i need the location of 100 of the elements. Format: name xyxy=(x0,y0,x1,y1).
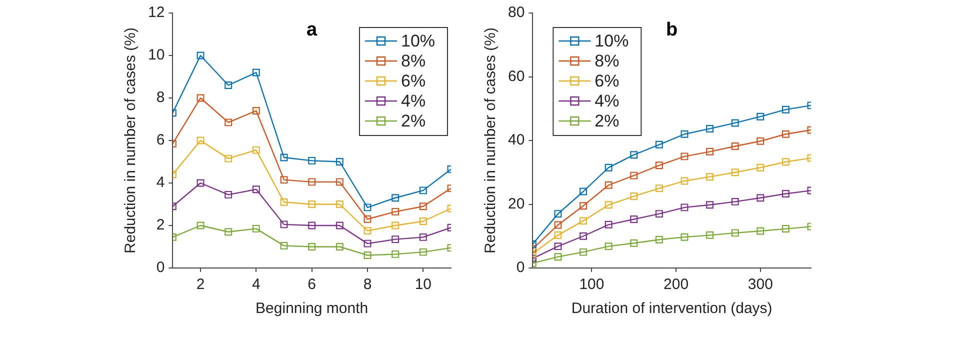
point xyxy=(782,158,790,166)
point xyxy=(630,151,638,159)
point xyxy=(655,140,663,148)
point xyxy=(756,227,764,235)
y-tick-label: 0 xyxy=(156,259,165,276)
point xyxy=(604,220,612,228)
point xyxy=(392,236,400,244)
point xyxy=(196,94,204,102)
y-tick-label: 2 xyxy=(156,216,165,234)
point xyxy=(336,243,344,250)
point xyxy=(196,136,204,144)
point xyxy=(731,198,739,206)
point xyxy=(364,204,372,212)
point xyxy=(280,198,288,206)
point xyxy=(336,158,344,166)
point xyxy=(680,177,688,185)
point xyxy=(680,130,688,138)
point xyxy=(756,137,764,145)
point xyxy=(392,208,400,216)
point xyxy=(655,236,663,244)
point xyxy=(252,224,260,232)
point xyxy=(224,118,232,126)
point xyxy=(580,217,588,225)
y-tick-label: 4 xyxy=(156,174,165,192)
point xyxy=(580,248,588,256)
point xyxy=(419,202,427,210)
point xyxy=(196,222,204,230)
y-tick-label: 12 xyxy=(148,4,165,22)
legend-label: 8% xyxy=(594,52,620,71)
point xyxy=(224,190,232,198)
point xyxy=(554,253,562,261)
x-tick-label: 300 xyxy=(748,276,773,294)
y-axis-title: Reduction in number of cases (%) xyxy=(482,28,500,254)
point xyxy=(756,164,764,172)
point xyxy=(706,124,714,132)
point xyxy=(252,146,260,154)
point xyxy=(604,242,612,250)
point xyxy=(308,222,316,230)
point xyxy=(756,112,764,120)
legend-label: 6% xyxy=(594,72,620,91)
point xyxy=(224,154,232,162)
point xyxy=(731,142,739,150)
legend-label: 2% xyxy=(401,112,426,131)
point xyxy=(706,231,714,239)
point xyxy=(252,68,260,76)
point xyxy=(680,152,688,160)
point xyxy=(196,52,204,60)
point xyxy=(630,239,638,247)
x-axis-title: Duration of intervention (days) xyxy=(571,300,772,318)
point xyxy=(392,250,400,258)
x-tick-label: 10 xyxy=(414,276,432,294)
y-tick-label: 10 xyxy=(148,46,165,64)
x-tick-label: 2 xyxy=(196,276,205,294)
legend-label: 4% xyxy=(594,92,620,111)
point xyxy=(680,204,688,212)
point xyxy=(630,172,638,180)
point xyxy=(364,227,372,235)
chart-title: a xyxy=(306,20,318,41)
legend-label: 4% xyxy=(401,92,426,111)
x-tick-label: 8 xyxy=(363,276,372,294)
point xyxy=(554,242,562,250)
point xyxy=(280,220,288,228)
point xyxy=(756,194,764,202)
point xyxy=(364,240,372,248)
point xyxy=(706,173,714,181)
x-tick-label: 100 xyxy=(579,276,604,294)
point xyxy=(419,218,427,225)
point xyxy=(336,200,344,208)
point xyxy=(731,119,739,127)
point xyxy=(224,82,232,89)
point xyxy=(731,229,739,237)
legend-label: 10% xyxy=(401,32,436,51)
point xyxy=(280,242,288,250)
point xyxy=(655,184,663,192)
chart-title: b xyxy=(666,20,678,41)
point xyxy=(706,201,714,209)
y-tick-label: 6 xyxy=(156,132,165,149)
point xyxy=(364,252,372,259)
y-tick-label: 40 xyxy=(508,132,525,149)
y-tick-label: 8 xyxy=(156,89,165,106)
point xyxy=(604,201,612,209)
point xyxy=(782,190,790,198)
point xyxy=(419,233,427,241)
point xyxy=(308,156,316,164)
point xyxy=(308,243,316,250)
point xyxy=(392,222,400,230)
y-tick-label: 60 xyxy=(508,68,525,85)
point xyxy=(308,178,316,186)
point xyxy=(280,176,288,184)
point xyxy=(196,179,204,187)
point xyxy=(604,164,612,172)
point xyxy=(680,233,688,241)
point xyxy=(419,248,427,256)
point xyxy=(392,194,400,202)
point xyxy=(731,168,739,176)
point xyxy=(655,162,663,170)
point xyxy=(604,181,612,189)
point xyxy=(252,186,260,194)
legend-label: 8% xyxy=(401,52,426,71)
point xyxy=(580,232,588,240)
